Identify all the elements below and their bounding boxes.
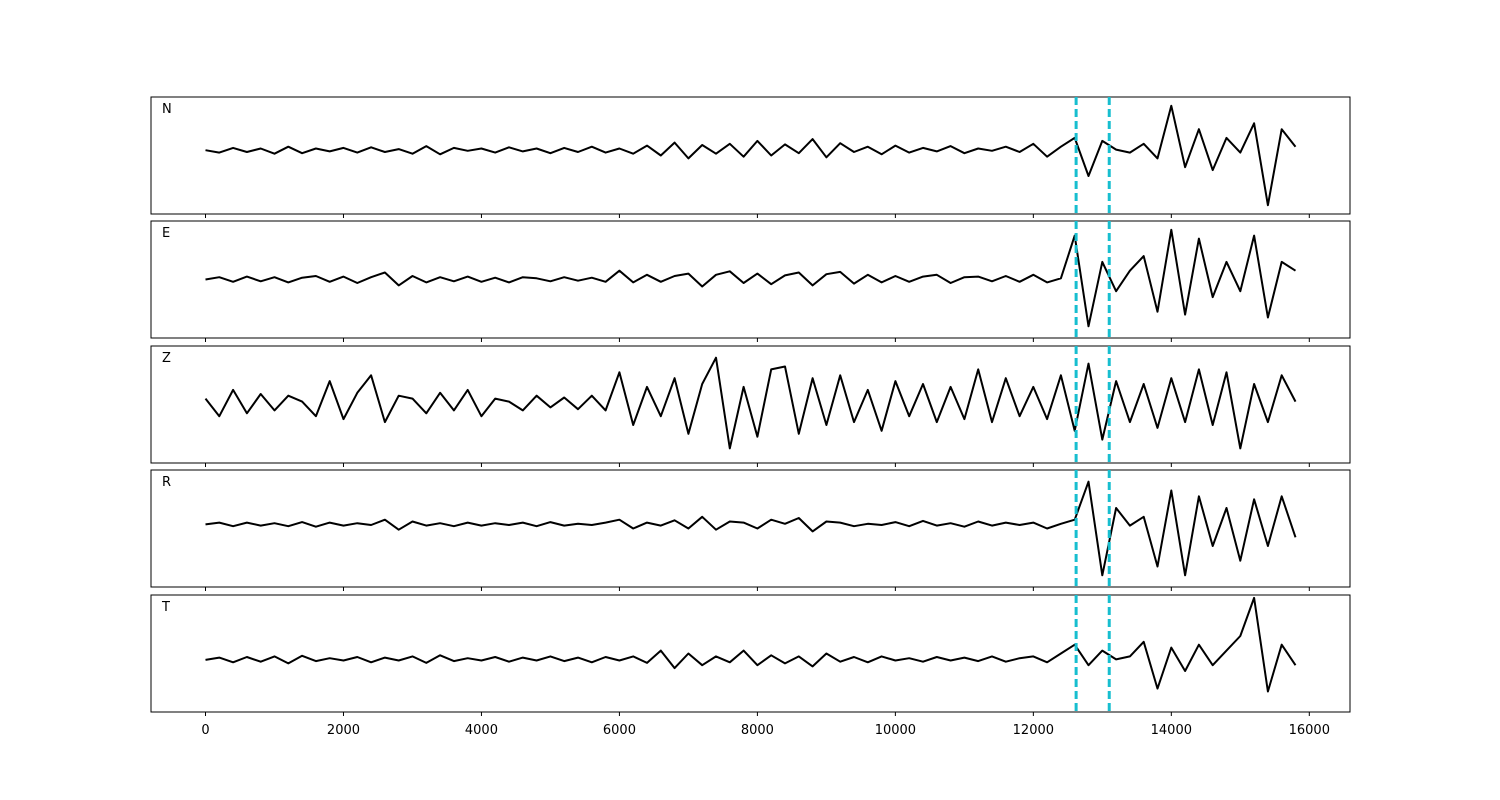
panel-frame (150, 469, 1351, 588)
x-tick-label: 2000 (327, 723, 360, 738)
trace (205, 104, 1297, 207)
panel-label: R (162, 475, 171, 490)
x-tick-label: 12000 (1013, 723, 1054, 738)
x-tick-label: 14000 (1151, 723, 1192, 738)
x-tick-label: 8000 (741, 723, 774, 738)
panel-frame (150, 594, 1351, 713)
trace (205, 480, 1297, 577)
panel-frame (150, 345, 1351, 464)
panel-label: E (162, 226, 170, 241)
x-tick-label: 16000 (1289, 723, 1330, 738)
trace (204, 356, 1297, 450)
x-tick-label: 10000 (875, 723, 916, 738)
trace (205, 596, 1297, 693)
panel-frame (150, 220, 1351, 339)
panel-label: N (162, 102, 172, 117)
panel-label: T (161, 600, 170, 615)
panel-label: Z (162, 351, 171, 366)
panel-frame (150, 96, 1351, 215)
trace (205, 228, 1297, 328)
x-tick-label: 0 (201, 723, 209, 738)
x-tick-label: 6000 (603, 723, 636, 738)
x-tick-label: 4000 (465, 723, 498, 738)
